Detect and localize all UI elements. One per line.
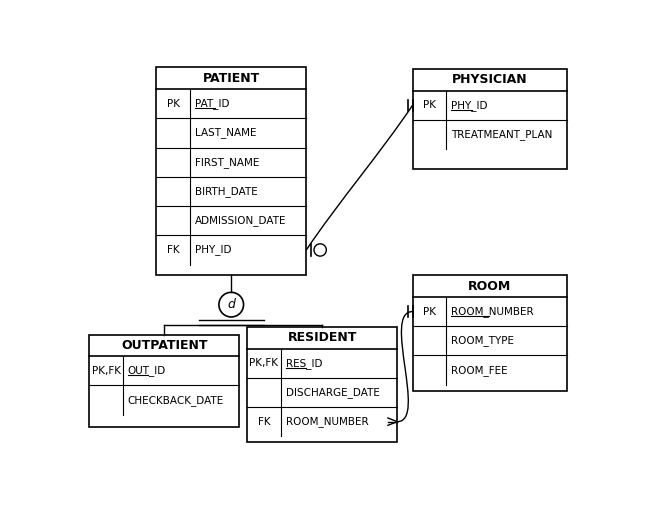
Text: PAT_ID: PAT_ID <box>195 98 229 109</box>
Text: LAST_NAME: LAST_NAME <box>195 127 256 138</box>
Text: PK,FK: PK,FK <box>249 358 279 368</box>
Text: DISCHARGE_DATE: DISCHARGE_DATE <box>286 387 380 398</box>
Text: ROOM_NUMBER: ROOM_NUMBER <box>286 416 368 427</box>
Text: d: d <box>227 298 235 311</box>
Text: ADMISSION_DATE: ADMISSION_DATE <box>195 215 286 226</box>
Text: FK: FK <box>258 416 270 427</box>
Bar <box>247 327 397 443</box>
Text: BIRTH_DATE: BIRTH_DATE <box>195 186 257 197</box>
Text: RES_ID: RES_ID <box>286 358 322 368</box>
Bar <box>413 69 566 169</box>
Text: CHECKBACK_DATE: CHECKBACK_DATE <box>128 394 224 406</box>
Text: PK: PK <box>167 99 180 109</box>
Text: TREATMEANT_PLAN: TREATMEANT_PLAN <box>451 129 553 140</box>
Text: PK: PK <box>423 100 436 110</box>
Text: FIRST_NAME: FIRST_NAME <box>195 157 259 168</box>
Bar <box>156 67 307 275</box>
Bar <box>413 275 566 391</box>
Text: PK: PK <box>423 307 436 317</box>
Text: OUT_ID: OUT_ID <box>128 365 166 376</box>
Text: PATIENT: PATIENT <box>202 72 260 85</box>
Text: RESIDENT: RESIDENT <box>287 331 357 344</box>
Bar <box>89 335 240 427</box>
Text: PHY_ID: PHY_ID <box>451 100 488 111</box>
Text: PHYSICIAN: PHYSICIAN <box>452 73 527 86</box>
Text: PHY_ID: PHY_ID <box>195 245 231 256</box>
Text: ROOM: ROOM <box>468 280 511 293</box>
Text: OUTPATIENT: OUTPATIENT <box>121 339 208 352</box>
Text: ROOM_TYPE: ROOM_TYPE <box>451 335 514 346</box>
Text: FK: FK <box>167 245 180 255</box>
Text: ROOM_NUMBER: ROOM_NUMBER <box>451 306 534 317</box>
Text: PK,FK: PK,FK <box>92 366 120 376</box>
Text: ROOM_FEE: ROOM_FEE <box>451 365 508 376</box>
